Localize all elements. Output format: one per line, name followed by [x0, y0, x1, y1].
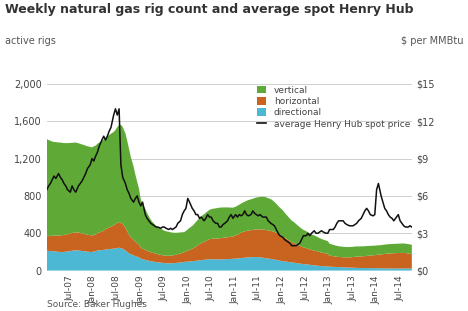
- Text: $ per MMBtu: $ per MMBtu: [401, 36, 463, 46]
- Text: Weekly natural gas rig count and average spot Henry Hub: Weekly natural gas rig count and average…: [5, 3, 413, 16]
- Text: Source: Baker Hughes: Source: Baker Hughes: [47, 300, 146, 309]
- Text: active rigs: active rigs: [5, 36, 56, 46]
- Legend: vertical, horizontal, directional, average Henry Hub spot price: vertical, horizontal, directional, avera…: [257, 86, 410, 128]
